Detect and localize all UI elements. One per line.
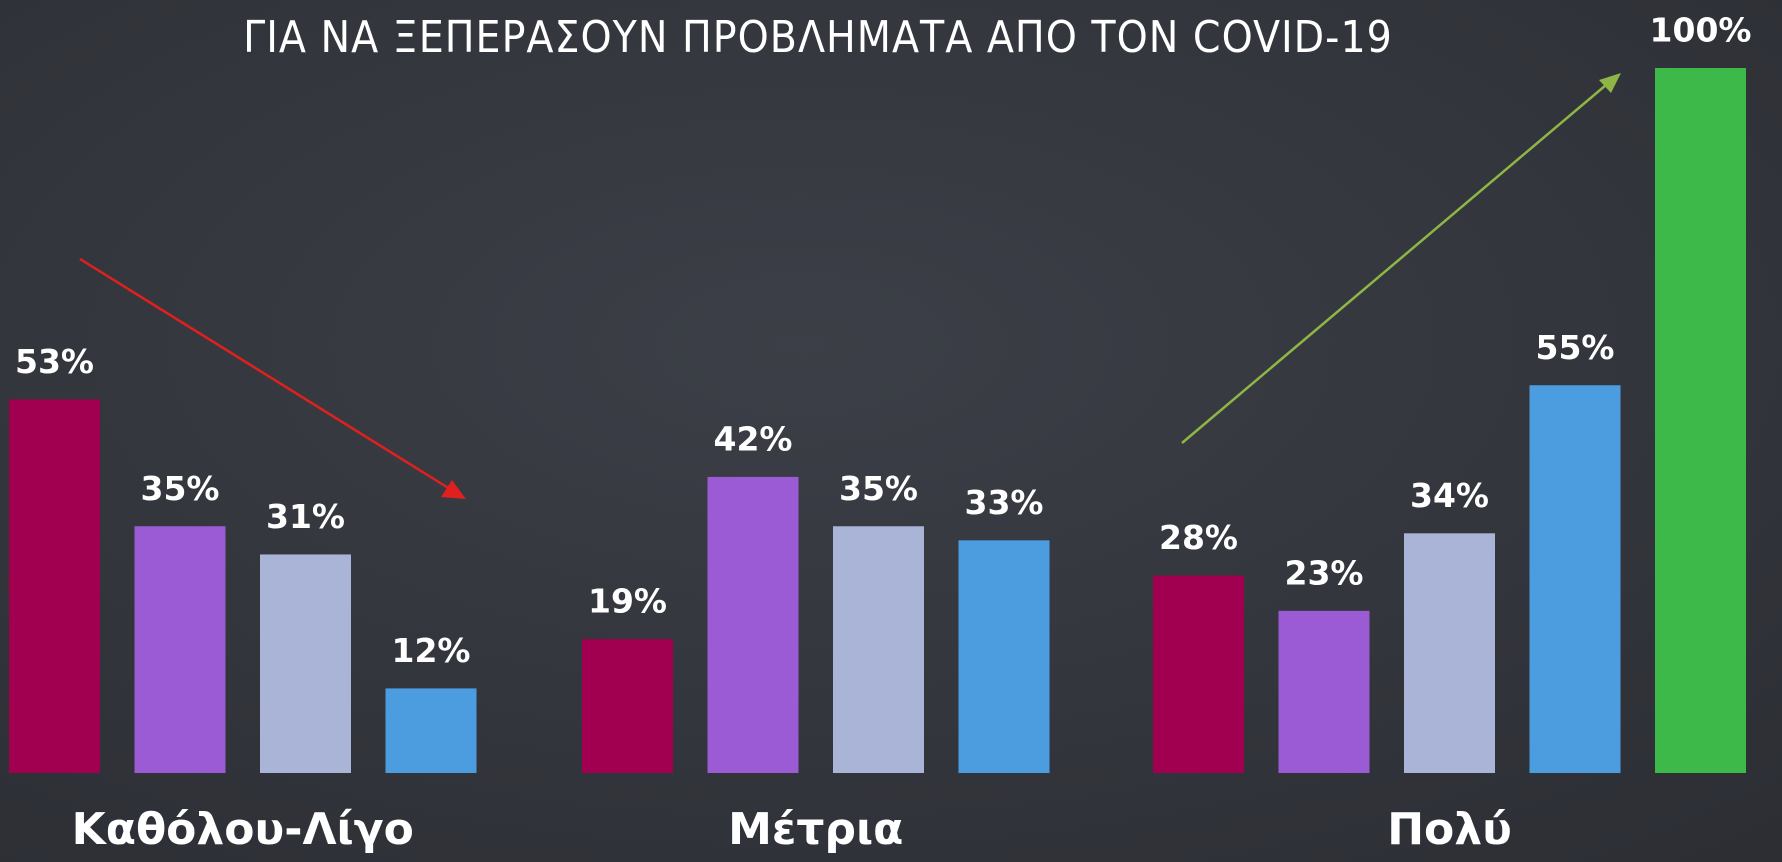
bar [582, 639, 673, 773]
value-label: 23% [1285, 553, 1364, 592]
value-label: 33% [965, 483, 1044, 522]
value-label: 35% [839, 469, 918, 508]
bar [1529, 385, 1621, 773]
chart-title: ΓΙΑ ΝΑ ΞΕΠΕΡΑΣΟΥΝ ΠΡΟΒΛΗΜΑΤΑ ΑΠΟ ΤΟΝ COV… [243, 12, 1393, 63]
bar [9, 399, 100, 773]
value-label: 34% [1410, 476, 1489, 515]
value-label: 19% [588, 582, 667, 621]
bar [385, 688, 477, 773]
category-label: Πολύ [1387, 804, 1512, 855]
bar [958, 540, 1050, 773]
value-label: 42% [714, 419, 793, 458]
value-label: 35% [141, 469, 220, 508]
value-label: 28% [1159, 518, 1238, 557]
value-label: 12% [392, 631, 471, 670]
value-label: 53% [15, 342, 94, 381]
value-label: 55% [1536, 328, 1615, 367]
bar [1404, 533, 1495, 773]
bar [1153, 575, 1244, 773]
bar [833, 526, 924, 773]
value-label: 31% [266, 497, 345, 536]
bar [134, 526, 226, 773]
bar [707, 476, 799, 773]
green-arrow [1181, 73, 1621, 444]
bar [1655, 68, 1746, 773]
red-arrow [79, 257, 466, 499]
bar [1278, 610, 1370, 773]
value-label: 100% [1650, 11, 1752, 50]
category-label: Μέτρια [728, 804, 903, 855]
category-label: Καθόλου-Λίγο [72, 804, 414, 855]
bar [260, 554, 351, 773]
